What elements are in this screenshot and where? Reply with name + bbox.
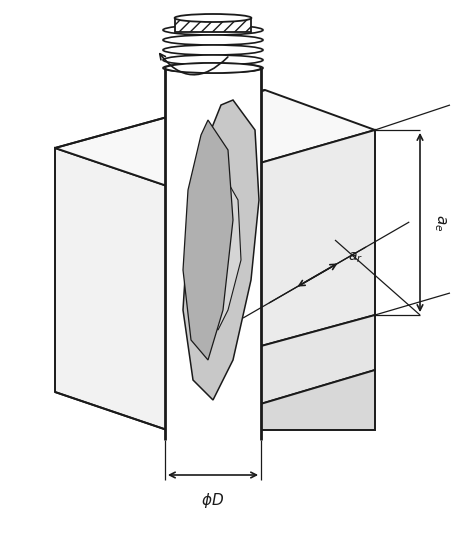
Polygon shape (173, 130, 375, 370)
Polygon shape (174, 18, 251, 32)
Ellipse shape (163, 63, 263, 73)
Polygon shape (173, 370, 375, 430)
Polygon shape (55, 90, 375, 188)
Polygon shape (198, 165, 241, 330)
Ellipse shape (163, 35, 263, 45)
Text: $a_e$: $a_e$ (432, 214, 448, 231)
Polygon shape (55, 148, 173, 432)
Ellipse shape (163, 55, 263, 65)
Ellipse shape (165, 63, 261, 73)
Text: $\phi D$: $\phi D$ (201, 490, 225, 510)
Polygon shape (165, 68, 261, 440)
Polygon shape (183, 100, 259, 400)
Polygon shape (183, 120, 233, 360)
Ellipse shape (163, 45, 263, 55)
Ellipse shape (163, 25, 263, 35)
Polygon shape (173, 315, 375, 430)
Ellipse shape (174, 14, 251, 22)
Text: $a_r$: $a_r$ (348, 251, 363, 265)
